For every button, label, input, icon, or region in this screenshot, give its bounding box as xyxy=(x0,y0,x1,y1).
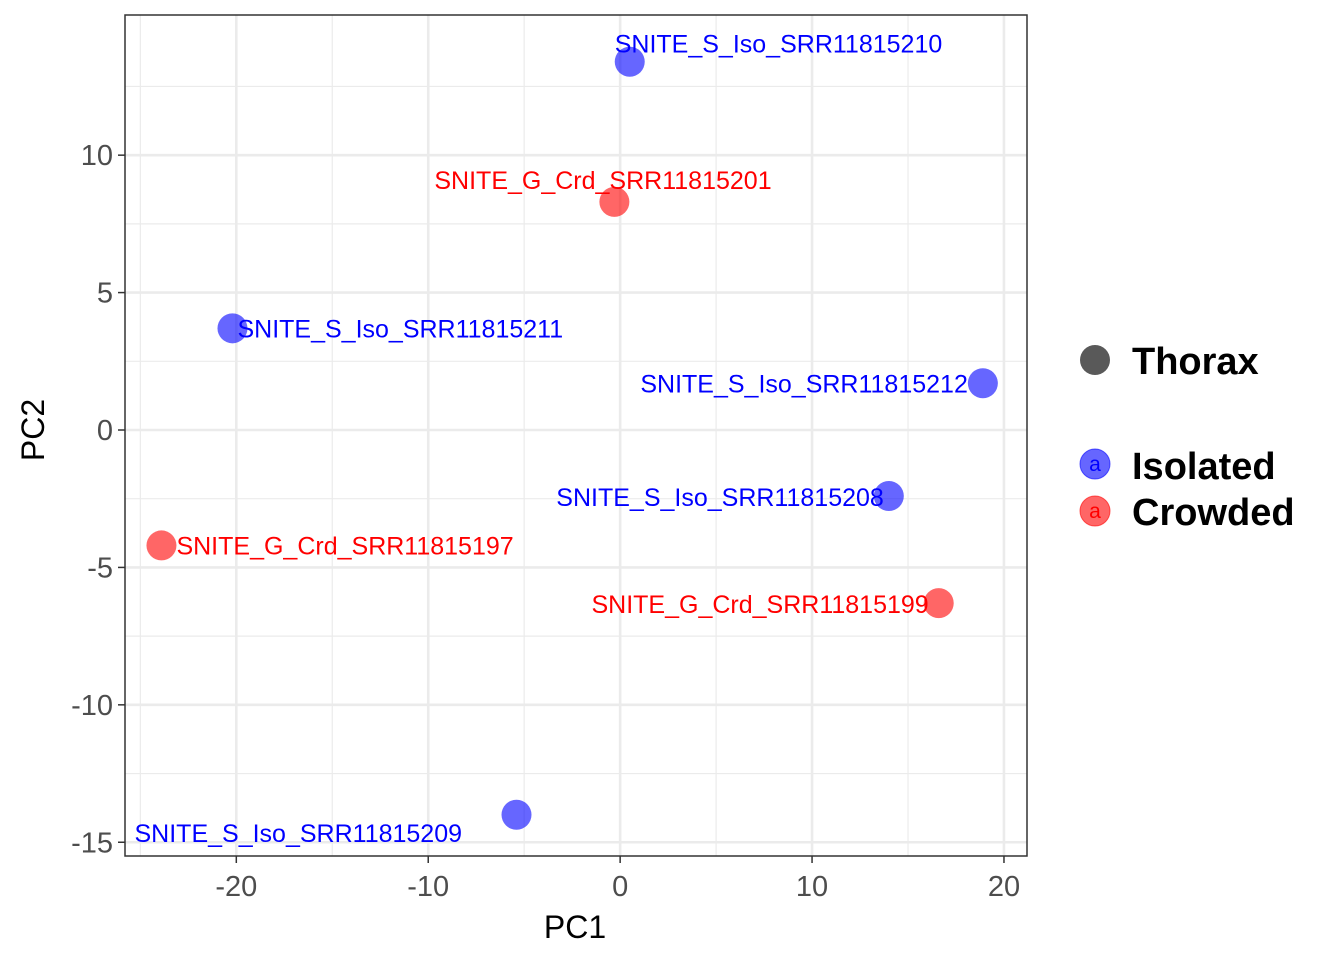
y-tick-label: 10 xyxy=(81,140,113,172)
data-point-isolated xyxy=(501,799,532,830)
legend-key-glyph-isolated: a xyxy=(1089,453,1101,476)
data-point-isolated xyxy=(873,480,904,511)
y-axis-title: PC2 xyxy=(15,399,51,461)
point-label: SNITE_S_Iso_SRR11815208 xyxy=(556,484,884,512)
panel-border xyxy=(124,14,1028,857)
data-point-crowded xyxy=(146,530,177,561)
point-label: SNITE_G_Crd_SRR11815199 xyxy=(591,591,928,619)
legend-key-glyph-crowded: a xyxy=(1089,500,1101,523)
x-tick-label: 0 xyxy=(612,871,628,903)
data-point-isolated xyxy=(967,368,998,399)
legend-label-isolated: Isolated xyxy=(1132,446,1276,488)
x-tick-label: 20 xyxy=(988,871,1020,903)
point-label: SNITE_G_Crd_SRR11815197 xyxy=(176,532,513,560)
legend: Thorax a Isolated a Crowded xyxy=(1079,341,1295,534)
legend-label-thorax: Thorax xyxy=(1132,341,1259,383)
y-tick-label: 5 xyxy=(97,278,113,310)
y-tick-label: -5 xyxy=(87,552,113,584)
y-tick-label: -10 xyxy=(71,690,113,722)
point-label: SNITE_S_Iso_SRR11815212 xyxy=(640,370,968,398)
point-label: SNITE_S_Iso_SRR11815210 xyxy=(615,31,943,59)
y-axis-ticks: -15 -10 -5 0 5 10 xyxy=(71,140,125,859)
x-tick-label: -20 xyxy=(215,871,257,903)
x-axis-ticks: -20 -10 0 10 20 xyxy=(215,856,1020,903)
x-axis-title: PC1 xyxy=(544,909,606,945)
data-points xyxy=(146,46,998,830)
point-label: SNITE_G_Crd_SRR11815201 xyxy=(434,167,771,195)
grid-major-lines xyxy=(125,15,1027,856)
y-tick-label: -15 xyxy=(71,827,113,859)
data-point-isolated xyxy=(614,46,645,77)
legend-color-key-crowded xyxy=(1079,495,1111,527)
point-labels: SNITE_S_Iso_SRR11815210 SNITE_S_Iso_SRR11… xyxy=(135,31,968,848)
grid-minor-lines xyxy=(125,15,1027,856)
data-point-crowded xyxy=(923,588,954,619)
legend-shape-key-thorax xyxy=(1080,345,1110,375)
x-tick-label: 10 xyxy=(796,871,828,903)
y-tick-label: 0 xyxy=(97,415,113,447)
data-point-crowded xyxy=(599,186,630,217)
point-label: SNITE_S_Iso_SRR11815209 xyxy=(135,820,463,848)
legend-label-crowded: Crowded xyxy=(1132,492,1295,534)
legend-color-key-isolated xyxy=(1079,448,1111,480)
data-point-isolated xyxy=(217,313,248,344)
point-label: SNITE_S_Iso_SRR11815211 xyxy=(237,315,563,343)
x-tick-label: -10 xyxy=(407,871,449,903)
